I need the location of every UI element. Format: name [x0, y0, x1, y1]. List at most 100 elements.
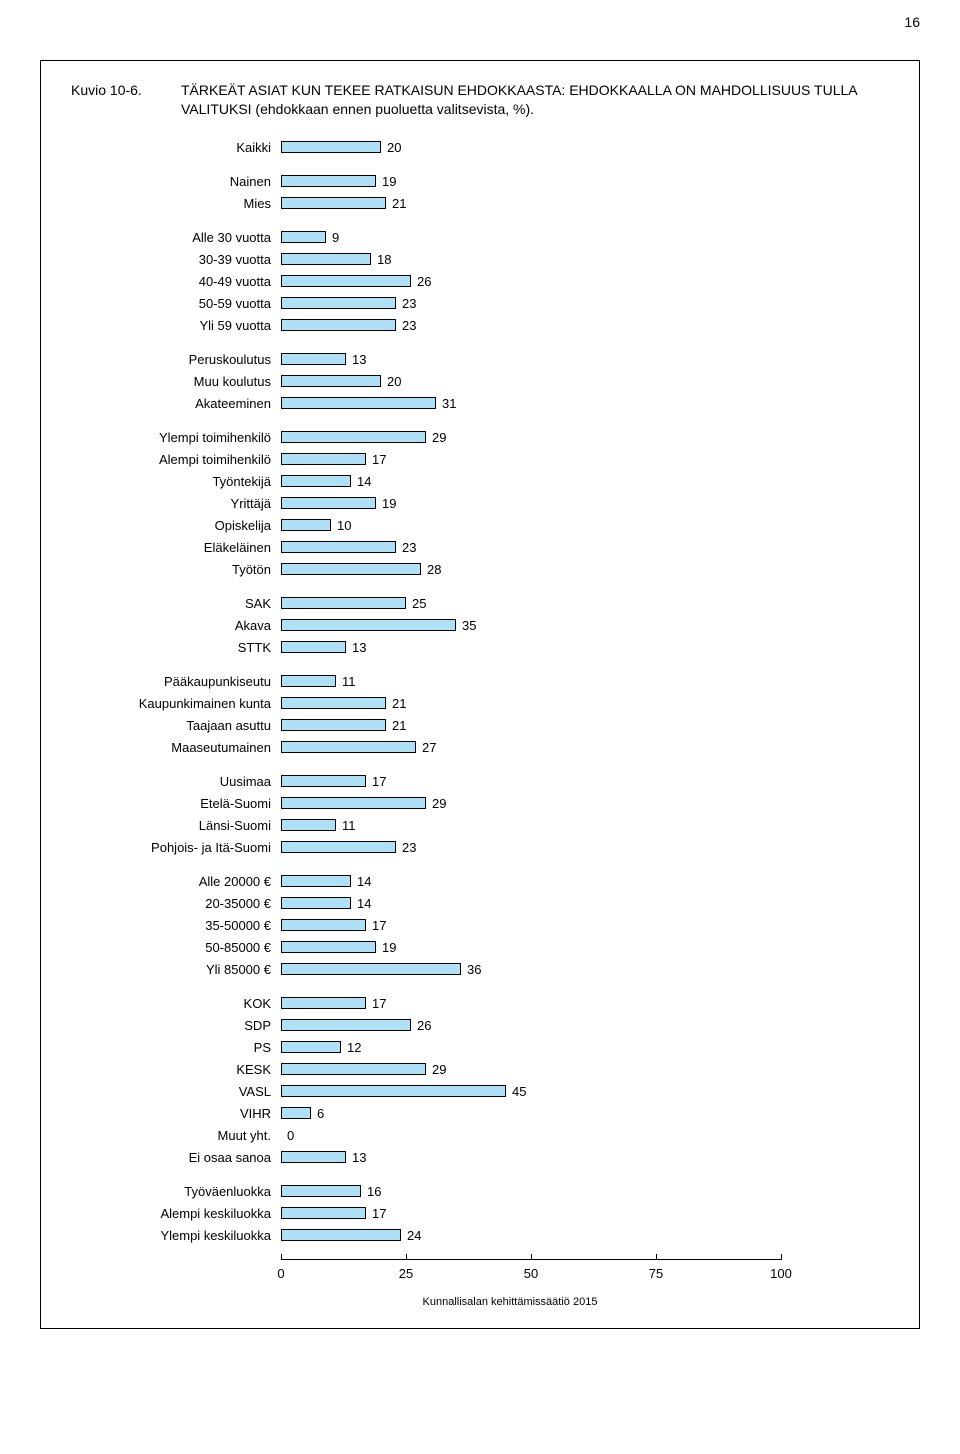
bar-area: 0 [281, 1125, 781, 1147]
row-label: Ylempi keskiluokka [71, 1228, 281, 1243]
bar-area: 16 [281, 1181, 781, 1203]
row-label: SDP [71, 1018, 281, 1033]
bar [281, 1063, 426, 1075]
bar-value: 13 [346, 637, 366, 659]
row-label: 50-59 vuotta [71, 296, 281, 311]
bar [281, 819, 336, 831]
figure-box: Kuvio 10-6. TÄRKEÄT ASIAT KUN TEKEE RATK… [40, 60, 920, 1329]
row-label: Työtön [71, 562, 281, 577]
bar [281, 597, 406, 609]
chart-row: Yli 59 vuotta23 [71, 315, 889, 337]
bar [281, 675, 336, 687]
chart-row: 30-39 vuotta 18 [71, 249, 889, 271]
row-label: Akava [71, 618, 281, 633]
bar [281, 1185, 361, 1197]
bar-area: 28 [281, 559, 781, 581]
bar-value: 27 [416, 737, 436, 759]
chart-group: Peruskoulutus13Muu koulutus20Akateeminen… [71, 349, 889, 415]
chart-row: Pohjois- ja Itä-Suomi23 [71, 837, 889, 859]
chart-row: Ylempi keskiluokka24 [71, 1225, 889, 1247]
chart-group: Nainen19Mies21 [71, 171, 889, 215]
bar-value: 13 [346, 349, 366, 371]
bar-value: 14 [351, 471, 371, 493]
bar-value: 6 [311, 1103, 324, 1125]
page-number: 16 [904, 14, 920, 30]
bar [281, 875, 351, 887]
bar-value: 29 [426, 1059, 446, 1081]
row-label: STTK [71, 640, 281, 655]
bar-area: 24 [281, 1225, 781, 1247]
bar [281, 719, 386, 731]
bar-value: 28 [421, 559, 441, 581]
row-label: PS [71, 1040, 281, 1055]
bar [281, 319, 396, 331]
bar-value: 31 [436, 393, 456, 415]
axis-tick [281, 1254, 282, 1260]
x-axis: 0255075100 [281, 1259, 781, 1288]
row-label: Yrittäjä [71, 496, 281, 511]
chart-row: Mies21 [71, 193, 889, 215]
row-label: Työntekijä [71, 474, 281, 489]
bar [281, 141, 381, 153]
chart-row: Ylempi toimihenkilö29 [71, 427, 889, 449]
row-label: Työväenluokka [71, 1184, 281, 1199]
bar-value: 18 [371, 249, 391, 271]
bar [281, 453, 366, 465]
bar [281, 497, 376, 509]
bar [281, 197, 386, 209]
row-label: Opiskelija [71, 518, 281, 533]
bar [281, 775, 366, 787]
row-label: 35-50000 € [71, 918, 281, 933]
bar-value: 21 [386, 693, 406, 715]
chart-group: Kaikki 20 [71, 137, 889, 159]
row-label: Akateeminen [71, 396, 281, 411]
axis-tick-label: 100 [770, 1266, 792, 1281]
chart-row: Maaseutumainen 27 [71, 737, 889, 759]
bar-area: 9 [281, 227, 781, 249]
bar-area: 17 [281, 449, 781, 471]
bar [281, 1019, 411, 1031]
chart-row: Opiskelija10 [71, 515, 889, 537]
row-label: Alempi toimihenkilö [71, 452, 281, 467]
bar-area: 19 [281, 937, 781, 959]
axis-container: 0255075100 [71, 1259, 889, 1288]
bar-value: 17 [366, 771, 386, 793]
row-label: Kaikki [71, 140, 281, 155]
chart-row: PS12 [71, 1037, 889, 1059]
bar-area: 13 [281, 349, 781, 371]
bar [281, 841, 396, 853]
bar [281, 797, 426, 809]
chart-row: Taajaan asuttu21 [71, 715, 889, 737]
bar-area: 26 [281, 271, 781, 293]
bar [281, 1151, 346, 1163]
row-label: SAK [71, 596, 281, 611]
chart-row: 50-59 vuotta23 [71, 293, 889, 315]
bar-value: 21 [386, 715, 406, 737]
bar [281, 353, 346, 365]
row-label: VASL [71, 1084, 281, 1099]
row-label: KESK [71, 1062, 281, 1077]
bar-area: 23 [281, 837, 781, 859]
bar-area: 21 [281, 693, 781, 715]
bar-area: 19 [281, 493, 781, 515]
row-label: Maaseutumainen [71, 740, 281, 755]
bar-value: 20 [381, 137, 401, 159]
axis-tick-label: 0 [277, 1266, 284, 1281]
bar [281, 375, 381, 387]
bar [281, 641, 346, 653]
bar [281, 275, 411, 287]
row-label: Ei osaa sanoa [71, 1150, 281, 1165]
bar [281, 397, 436, 409]
axis-tick-label: 75 [649, 1266, 663, 1281]
row-label: Alle 20000 € [71, 874, 281, 889]
chart-row: Ei osaa sanoa13 [71, 1147, 889, 1169]
bar [281, 997, 366, 1009]
bar-area: 45 [281, 1081, 781, 1103]
bar-area: 21 [281, 193, 781, 215]
chart-row: Pääkaupunkiseutu11 [71, 671, 889, 693]
bar-value: 17 [366, 915, 386, 937]
row-label: 30-39 vuotta [71, 252, 281, 267]
bar [281, 1207, 366, 1219]
axis-tick-label: 25 [399, 1266, 413, 1281]
bar-area: 17 [281, 771, 781, 793]
